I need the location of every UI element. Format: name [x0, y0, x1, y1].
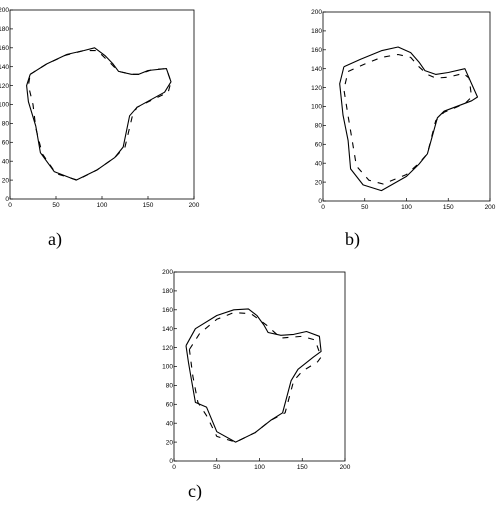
x-tick-label: 50	[52, 202, 60, 209]
y-tick-label: 140	[0, 64, 9, 71]
y-tick-label: 40	[166, 420, 174, 427]
y-tick-label: 20	[166, 439, 174, 446]
y-tick-label: 0	[5, 196, 9, 203]
y-tick-label: 200	[311, 9, 322, 16]
y-tick-label: 140	[162, 326, 173, 333]
y-tick-label: 200	[162, 269, 173, 276]
y-tick-label: 60	[315, 142, 323, 149]
y-tick-label: 180	[0, 26, 9, 33]
y-tick-label: 20	[2, 177, 10, 184]
x-tick-label: 150	[143, 202, 154, 209]
panel-2: 0 50 100 150 200 0 20 40 60 80 100 120 140 160 180 200 b…	[311, 9, 496, 250]
y-tick-label: 20	[315, 179, 323, 186]
x-tick-label: 100	[401, 204, 412, 211]
panel-label: a)	[48, 229, 62, 250]
y-tick-label: 200	[0, 7, 9, 14]
dashed-contour-line	[343, 53, 473, 185]
y-tick-label: 80	[166, 383, 174, 390]
y-tick-label: 0	[318, 198, 322, 205]
solid-contour-line	[339, 46, 479, 192]
x-tick-label: 50	[361, 204, 369, 211]
x-tick-label: 100	[97, 202, 108, 209]
y-tick-label: 60	[166, 402, 174, 409]
dashed-contour-line	[188, 312, 322, 443]
y-tick-label: 100	[162, 364, 173, 371]
y-tick-label: 120	[0, 83, 9, 90]
y-tick-label: 120	[311, 85, 322, 92]
y-tick-label: 180	[311, 28, 322, 35]
y-tick-label: 100	[311, 104, 322, 111]
panel-1: 0 50 100 150 200 0 20 40 60 80 100 120 140 160 180 200 a…	[0, 7, 200, 250]
x-tick-label: 200	[340, 464, 351, 471]
y-tick-label: 160	[162, 307, 173, 314]
panel-3: 0 50 100 150 200 0 20 40 60 80 100 120 140 160 180 200 c…	[162, 269, 351, 502]
y-tick-label: 160	[311, 47, 322, 54]
x-tick-label: 200	[189, 202, 200, 209]
x-tick-label: 0	[8, 202, 12, 209]
y-tick-label: 40	[315, 160, 323, 167]
axes-frame	[322, 11, 491, 202]
solid-contour-line	[185, 308, 322, 443]
y-tick-label: 180	[162, 288, 173, 295]
dashed-contour-line	[27, 50, 172, 181]
y-tick-label: 120	[162, 345, 173, 352]
x-tick-label: 50	[213, 464, 221, 471]
x-tick-label: 150	[297, 464, 308, 471]
y-tick-label: 140	[311, 66, 322, 73]
x-tick-label: 0	[172, 464, 176, 471]
panel-label: b)	[345, 229, 360, 250]
y-tick-label: 100	[0, 102, 9, 109]
solid-contour-line	[26, 47, 172, 181]
y-tick-label: 80	[315, 123, 323, 130]
axes-frame	[173, 271, 346, 462]
y-tick-label: 40	[2, 158, 10, 165]
y-tick-label: 60	[2, 140, 10, 147]
x-tick-label: 200	[485, 204, 496, 211]
y-tick-label: 80	[2, 121, 10, 128]
x-tick-label: 100	[254, 464, 265, 471]
y-tick-label: 0	[169, 458, 173, 465]
panel-label: c)	[188, 481, 202, 502]
axes-frame	[9, 9, 195, 200]
y-tick-label: 160	[0, 45, 9, 52]
x-tick-label: 0	[321, 204, 325, 211]
x-tick-label: 150	[443, 204, 454, 211]
